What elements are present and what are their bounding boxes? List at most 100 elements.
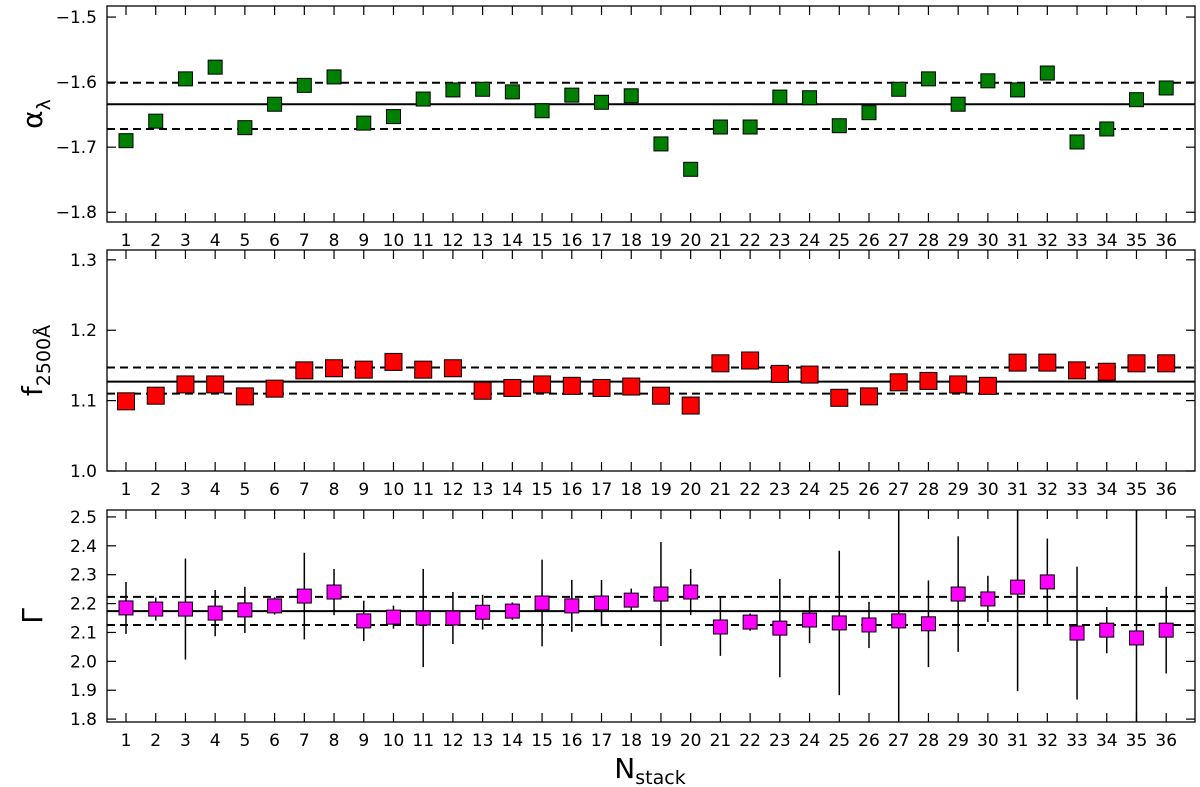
data-point xyxy=(1069,134,1085,150)
data-point xyxy=(564,87,580,103)
x-tick-label: 18 xyxy=(620,231,642,251)
data-point xyxy=(503,378,522,397)
x-tick-label: 15 xyxy=(531,231,553,251)
x-tick-label: 36 xyxy=(1155,231,1177,251)
x-tick-label: 29 xyxy=(947,731,969,751)
data-point xyxy=(1069,625,1085,641)
data-point xyxy=(326,69,342,85)
data-point xyxy=(1068,361,1087,380)
x-tick-label: 24 xyxy=(799,231,821,251)
data-point xyxy=(1008,353,1027,372)
x-tick-label: 22 xyxy=(739,731,761,751)
data-point xyxy=(534,103,550,119)
data-point xyxy=(445,82,461,98)
x-tick-label: 23 xyxy=(769,480,791,500)
x-tick-label: 26 xyxy=(858,480,880,500)
x-tick-label: 26 xyxy=(858,231,880,251)
x-tick-label: 2 xyxy=(150,231,161,251)
x-tick-label: 27 xyxy=(888,731,910,751)
y-tick-label: −1.6 xyxy=(56,73,97,93)
data-point xyxy=(741,351,760,370)
data-point xyxy=(235,387,254,406)
x-tick-label: 26 xyxy=(858,731,880,751)
x-tick-label: 1 xyxy=(121,480,132,500)
data-point xyxy=(1128,92,1144,108)
data-point xyxy=(356,613,372,629)
x-tick-label: 7 xyxy=(299,480,310,500)
x-tick-label: 5 xyxy=(239,480,250,500)
x-tick-label: 35 xyxy=(1126,231,1148,251)
data-point xyxy=(920,71,936,87)
x-tick-label: 6 xyxy=(269,480,280,500)
x-tick-label: 34 xyxy=(1096,480,1118,500)
data-point xyxy=(712,119,728,135)
x-tick-label: 14 xyxy=(502,731,524,751)
data-point xyxy=(207,59,223,75)
data-point xyxy=(831,118,847,134)
data-point xyxy=(800,365,819,384)
data-point xyxy=(891,81,907,97)
x-tick-label: 20 xyxy=(680,731,702,751)
x-tick-label: 4 xyxy=(210,480,221,500)
data-point xyxy=(415,610,431,626)
x-tick-label: 14 xyxy=(502,231,524,251)
data-point xyxy=(802,612,818,628)
x-tick-label: 13 xyxy=(472,231,494,251)
y-tick-label: 2.5 xyxy=(70,508,97,528)
x-tick-label: 5 xyxy=(239,231,250,251)
data-point xyxy=(889,373,908,392)
data-point xyxy=(475,81,491,97)
plot-area xyxy=(107,510,1195,722)
x-tick-label: 17 xyxy=(591,231,613,251)
y-tick-label: 2.2 xyxy=(70,595,97,615)
x-tick-label: 35 xyxy=(1126,480,1148,500)
data-point xyxy=(385,109,401,125)
data-point xyxy=(475,604,491,620)
axes-frame xyxy=(106,249,1196,472)
data-point xyxy=(354,360,373,379)
data-point xyxy=(919,371,938,390)
data-point xyxy=(831,615,847,631)
data-point xyxy=(533,375,552,394)
x-tick-label: 16 xyxy=(561,231,583,251)
x-tick-label: 25 xyxy=(828,731,850,751)
x-tick-label: 21 xyxy=(710,231,732,251)
data-point xyxy=(1010,82,1026,98)
data-point xyxy=(177,601,193,617)
x-tick-label: 15 xyxy=(531,480,553,500)
y-tick-label: 2.1 xyxy=(70,623,97,643)
data-point xyxy=(504,84,520,100)
data-point xyxy=(770,364,789,383)
data-point xyxy=(1038,353,1057,372)
x-tick-label: 6 xyxy=(269,731,280,751)
x-tick-label: 28 xyxy=(918,231,940,251)
x-tick-label: 1 xyxy=(121,231,132,251)
x-tick-label: 2 xyxy=(150,731,161,751)
data-point xyxy=(118,600,134,616)
data-point xyxy=(267,598,283,614)
x-tick-label: 22 xyxy=(739,231,761,251)
x-tick-label: 12 xyxy=(442,480,464,500)
x-tick-label: 3 xyxy=(180,231,191,251)
data-point xyxy=(1158,622,1174,638)
data-point xyxy=(148,601,164,617)
plot-area xyxy=(107,351,1195,415)
x-tick-label: 22 xyxy=(739,480,761,500)
data-point xyxy=(206,375,225,394)
plot-area xyxy=(107,59,1195,177)
data-point xyxy=(118,133,134,149)
y-axis-label: Γ xyxy=(16,608,49,624)
x-tick-label: 9 xyxy=(358,480,369,500)
data-point xyxy=(861,105,877,121)
x-tick-label: 11 xyxy=(412,231,434,251)
x-tick-label: 13 xyxy=(472,731,494,751)
x-tick-label: 24 xyxy=(799,480,821,500)
data-point xyxy=(980,73,996,89)
x-tick-label: 20 xyxy=(680,231,702,251)
y-tick-label: 1.0 xyxy=(70,462,97,482)
data-point xyxy=(326,584,342,600)
x-tick-label: 20 xyxy=(680,480,702,500)
data-point xyxy=(712,619,728,635)
